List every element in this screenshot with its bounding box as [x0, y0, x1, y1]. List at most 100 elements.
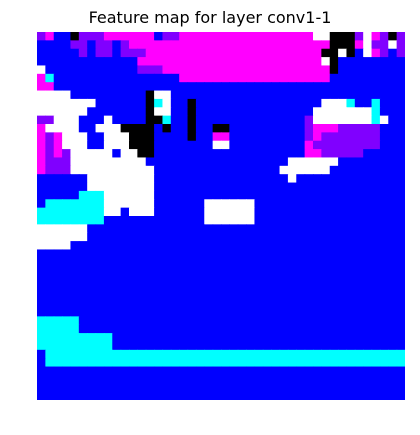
heatmap-cell	[112, 291, 122, 301]
heatmap-cell	[354, 124, 364, 133]
heatmap-cell	[62, 48, 72, 58]
heatmap-cell	[329, 299, 339, 309]
heatmap-cell	[338, 165, 348, 175]
heatmap-cell	[95, 316, 105, 326]
heatmap-cell	[62, 282, 72, 292]
heatmap-cell	[313, 98, 322, 108]
heatmap-cell	[388, 316, 398, 326]
heatmap-cell	[78, 274, 88, 284]
heatmap-cell	[45, 82, 55, 92]
heatmap-cell	[179, 57, 189, 67]
heatmap-cell	[271, 98, 281, 108]
heatmap-cell	[212, 32, 222, 41]
heatmap-cell	[254, 257, 264, 267]
heatmap-cell	[287, 316, 297, 326]
heatmap-cell	[304, 291, 314, 301]
heatmap-cell	[62, 157, 72, 167]
heatmap-cell	[112, 132, 122, 142]
heatmap-cell	[279, 32, 289, 41]
heatmap-cell	[212, 291, 222, 301]
heatmap-cell	[37, 358, 46, 368]
heatmap-cell	[321, 165, 331, 175]
heatmap-cell	[112, 140, 122, 150]
heatmap-cell	[162, 182, 172, 192]
heatmap-cell	[95, 107, 105, 117]
heatmap-cell	[321, 48, 331, 58]
heatmap-cell	[145, 374, 155, 384]
heatmap-cell	[37, 165, 46, 175]
heatmap-cell	[271, 48, 281, 58]
heatmap-cell	[145, 366, 155, 376]
heatmap-cell	[271, 257, 281, 267]
heatmap-cell	[396, 190, 405, 200]
heatmap-cell	[313, 149, 322, 159]
heatmap-cell	[237, 132, 247, 142]
heatmap-cell	[154, 124, 164, 133]
heatmap-cell	[346, 32, 356, 41]
heatmap-cell	[87, 299, 97, 309]
heatmap-cell	[112, 249, 122, 259]
heatmap-cell	[78, 216, 88, 225]
heatmap-cell	[313, 107, 322, 117]
heatmap-cell	[120, 65, 130, 75]
heatmap-cell	[87, 308, 97, 317]
heatmap-cell	[254, 82, 264, 92]
heatmap-cell	[154, 157, 164, 167]
heatmap-cell	[87, 291, 97, 301]
heatmap-cell	[229, 257, 239, 267]
heatmap-cell	[45, 232, 55, 242]
heatmap-cell	[371, 124, 381, 133]
heatmap-cell	[354, 199, 364, 209]
heatmap-cell	[313, 308, 322, 317]
heatmap-cell	[78, 174, 88, 184]
heatmap-cell	[154, 316, 164, 326]
heatmap-cell	[179, 282, 189, 292]
heatmap-cell	[329, 282, 339, 292]
heatmap-cell	[388, 40, 398, 50]
heatmap-cell	[162, 232, 172, 242]
heatmap-cell	[371, 207, 381, 217]
heatmap-cell	[296, 82, 306, 92]
heatmap-cell	[204, 216, 214, 225]
heatmap-cell	[287, 266, 297, 276]
heatmap-cell	[313, 349, 322, 359]
heatmap-cell	[287, 124, 297, 133]
heatmap-cell	[187, 257, 197, 267]
heatmap-cell	[329, 73, 339, 83]
heatmap-cell	[154, 274, 164, 284]
heatmap-cell	[129, 124, 138, 133]
heatmap-cell	[246, 174, 256, 184]
heatmap-cell	[37, 90, 46, 100]
heatmap-cell	[279, 308, 289, 317]
heatmap-cell	[187, 216, 197, 225]
heatmap-cell	[62, 216, 72, 225]
heatmap-cell	[62, 333, 72, 343]
heatmap-cell	[70, 232, 80, 242]
heatmap-cell	[237, 316, 247, 326]
heatmap-cell	[112, 90, 122, 100]
heatmap-cell	[354, 82, 364, 92]
heatmap-cell	[53, 232, 63, 242]
heatmap-cell	[204, 308, 214, 317]
heatmap-cell	[95, 374, 105, 384]
heatmap-cell	[287, 391, 297, 400]
heatmap-cell	[179, 182, 189, 192]
heatmap-cell	[388, 124, 398, 133]
heatmap-cell	[388, 383, 398, 393]
heatmap-cell	[170, 341, 180, 351]
heatmap-cell	[271, 165, 281, 175]
heatmap-cell	[354, 140, 364, 150]
heatmap-cell	[120, 232, 130, 242]
heatmap-cell	[179, 249, 189, 259]
heatmap-cell	[279, 383, 289, 393]
heatmap-cell	[354, 73, 364, 83]
heatmap-cell	[179, 132, 189, 142]
heatmap-cell	[37, 140, 46, 150]
heatmap-cell	[87, 65, 97, 75]
heatmap-cell	[304, 32, 314, 41]
heatmap-cell	[338, 358, 348, 368]
heatmap-cell	[237, 174, 247, 184]
heatmap-cell	[37, 308, 46, 317]
heatmap-cell	[62, 132, 72, 142]
heatmap-cell	[287, 249, 297, 259]
